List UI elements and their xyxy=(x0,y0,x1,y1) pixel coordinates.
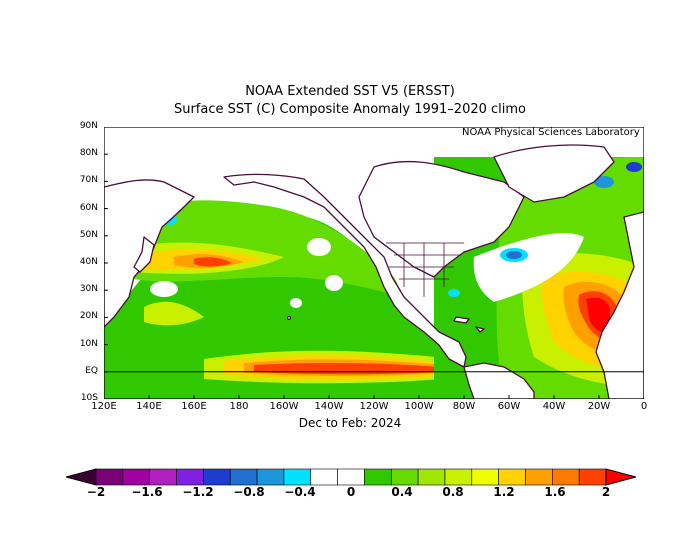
colorbar-cell xyxy=(149,468,177,486)
lon-tick-label: 40W xyxy=(542,401,566,412)
land-masks xyxy=(104,144,644,399)
lat-tick-label: 80N xyxy=(79,148,98,159)
colorbar-cell xyxy=(364,468,392,486)
colorbar xyxy=(66,468,636,486)
sst-anomaly-map xyxy=(104,127,644,399)
lat-tick-label: 90N xyxy=(79,121,98,131)
colorbar-cell xyxy=(310,468,338,486)
colorbar-tick-label: 0.8 xyxy=(442,485,464,499)
lat-tick-label: 60N xyxy=(79,202,98,213)
lat-tick-label: 10S xyxy=(80,393,98,403)
colorbar-tick-label: 0 xyxy=(346,485,356,499)
colorbar-tick-label: 2 xyxy=(601,485,611,499)
colorbar-tick-label: −1.6 xyxy=(131,485,163,499)
colorbar-tick-label: −1.2 xyxy=(182,485,214,499)
lon-tick-label: 0 xyxy=(640,401,648,412)
colorbar-cell xyxy=(525,468,553,486)
colorbar-cell xyxy=(229,468,258,486)
period-label: Dec to Feb: 2024 xyxy=(298,416,402,430)
lat-tick-label: 20N xyxy=(79,311,98,322)
lon-tick-label: 120W xyxy=(359,401,389,412)
state-boundaries xyxy=(386,242,464,297)
anomaly-fields xyxy=(104,157,644,399)
colorbar-arrow-low xyxy=(66,468,97,486)
lon-tick-label: 160W xyxy=(269,401,299,412)
colorbar-tick-label: 0.4 xyxy=(391,485,413,499)
lon-tick-label: 100W xyxy=(404,401,434,412)
lat-tick-label: 50N xyxy=(79,229,98,240)
lat-tick-label: 70N xyxy=(79,175,98,186)
lon-tick-label: 160E xyxy=(181,401,207,412)
lat-tick-label: 40N xyxy=(79,257,98,267)
lon-tick-label: 140W xyxy=(314,401,344,412)
colorbar-cell xyxy=(552,468,580,486)
lon-tick-label: 120E xyxy=(91,401,117,412)
colorbar-tick-label: 1.2 xyxy=(493,485,515,499)
chart-title: NOAA Extended SST V5 (ERSST) xyxy=(245,84,455,99)
lon-tick-label: 140E xyxy=(136,401,162,412)
colorbar-tick-label: −0.8 xyxy=(233,485,265,499)
colorbar-cell xyxy=(122,468,150,486)
lon-tick-label: 80W xyxy=(452,401,476,412)
colorbar-cell xyxy=(203,468,231,486)
lon-tick-label: 180 xyxy=(229,401,249,412)
colorbar-cell xyxy=(498,468,526,486)
colorbar-tick-label: 1.6 xyxy=(544,485,566,499)
colorbar-cell xyxy=(176,468,204,486)
lon-tick-label: 60W xyxy=(497,401,521,412)
colorbar-tick-label: −2 xyxy=(86,485,106,499)
lon-tick-label: 20W xyxy=(587,401,611,412)
lat-tick-label: 10N xyxy=(79,338,98,349)
colorbar-cell xyxy=(471,468,499,486)
colorbar-cell xyxy=(95,468,124,486)
colorbar-cell xyxy=(390,468,419,486)
lat-tick-label: 30N xyxy=(79,284,98,295)
lat-tick-label: EQ xyxy=(85,365,98,376)
colorbar-cell xyxy=(444,468,473,486)
colorbar-cell xyxy=(337,468,365,486)
colorbar-cell xyxy=(283,468,312,486)
colorbar-cell xyxy=(417,468,446,486)
credit-label: NOAA Physical Sciences Laboratory xyxy=(462,127,640,138)
colorbar-cell xyxy=(256,468,285,486)
colorbar-arrow-high xyxy=(605,468,636,486)
chart-subtitle: Surface SST (C) Composite Anomaly 1991–2… xyxy=(173,102,527,117)
colorbar-cell xyxy=(578,468,607,486)
colorbar-tick-label: −0.4 xyxy=(284,485,316,499)
